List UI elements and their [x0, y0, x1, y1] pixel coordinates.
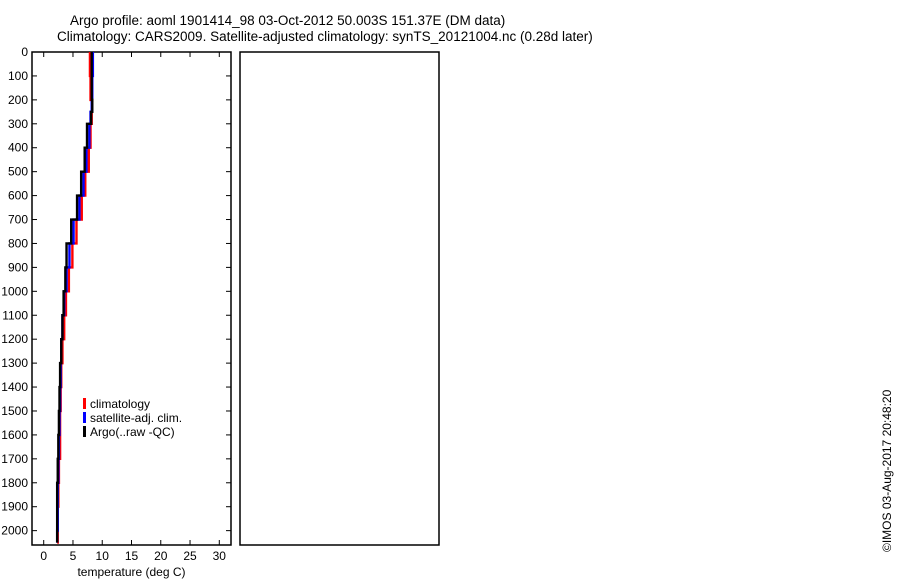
x-tick-label: 15	[125, 549, 139, 563]
y-tick-label: 1600	[1, 428, 28, 442]
legend-swatch	[83, 426, 86, 437]
y-tick-label: 1300	[1, 356, 28, 370]
plot-frame	[239, 51, 440, 546]
y-tick-label: 700	[8, 213, 28, 227]
x-tick-label: 10	[96, 549, 110, 563]
x-tick-label: 25	[183, 549, 197, 563]
plot-area	[55, 52, 95, 544]
y-tick-label: 400	[8, 141, 28, 155]
figure-title-line2: Climatology: CARS2009. Satellite-adjuste…	[57, 29, 593, 44]
y-tick-label: 1100	[2, 308, 28, 322]
legend-swatch	[83, 398, 86, 409]
y-tick-label: 1500	[1, 404, 28, 418]
y-tick-label: 1400	[1, 380, 28, 394]
plot-frame	[31, 51, 232, 546]
temperature-profile-panel: 0100200300400500600700800900100011001200…	[1, 45, 232, 579]
y-tick-label: 300	[8, 117, 28, 131]
y-tick-label: 0	[21, 45, 28, 59]
y-tick-label: 1900	[1, 500, 28, 514]
y-tick-label: 600	[8, 189, 28, 203]
legend-label: climatology	[90, 397, 150, 411]
y-tick-label: 2000	[1, 524, 28, 538]
y-tick-label: 500	[8, 165, 28, 179]
x-axis-label: temperature (deg C)	[77, 565, 185, 579]
y-tick-label: 200	[8, 93, 28, 107]
y-tick-label: 900	[8, 260, 28, 274]
legend-label: Argo(..raw -QC)	[90, 425, 175, 439]
series-line-argo-raw-qc-	[55, 52, 94, 543]
x-tick-label: 30	[213, 549, 227, 563]
y-tick-label: 1200	[1, 332, 28, 346]
legend-label: satellite-adj. clim.	[90, 411, 182, 425]
y-tick-label: 1000	[1, 284, 28, 298]
y-tick-label: 800	[8, 236, 28, 250]
legend-swatch	[83, 412, 86, 423]
y-tick-label: 1800	[1, 476, 28, 490]
y-tick-label: 100	[8, 69, 28, 83]
x-tick-label: 5	[70, 549, 77, 563]
figure-title-line1: Argo profile: aoml 1901414_98 03-Oct-201…	[70, 13, 506, 28]
x-tick-label: 20	[154, 549, 168, 563]
y-tick-label: 1700	[1, 452, 28, 466]
salinity-profile-panel	[239, 51, 440, 546]
credit-text: ©IMOS 03-Aug-2017 20:48:20	[880, 389, 894, 552]
x-tick-label: 0	[40, 549, 47, 563]
